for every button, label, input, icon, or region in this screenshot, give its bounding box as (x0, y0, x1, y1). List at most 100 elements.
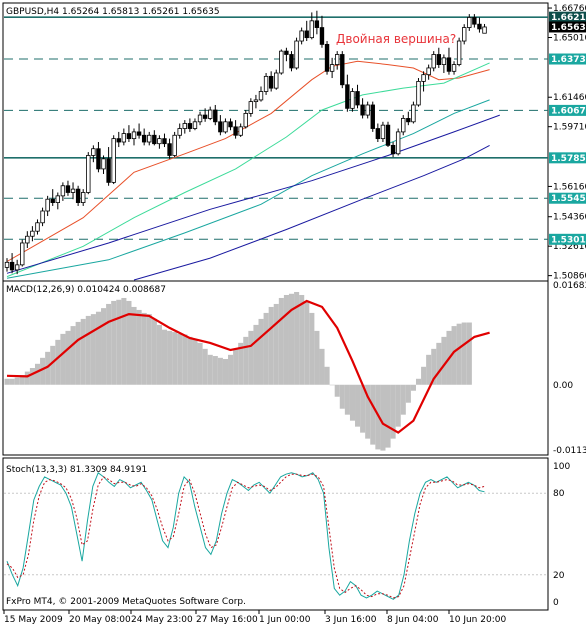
candle-body-down (152, 134, 157, 145)
candle-body-up (86, 155, 91, 193)
candle-body-up (238, 126, 243, 136)
candle (477, 17, 482, 33)
macd-bar (197, 342, 203, 385)
macd-bar (50, 345, 56, 385)
candles (4, 10, 487, 275)
macd-bar (415, 378, 422, 385)
candle-body-down (9, 261, 15, 271)
macd-bar (349, 384, 356, 421)
candle (314, 10, 320, 35)
candle-body-up (30, 230, 35, 237)
price-tick-label: 1.65010 (553, 33, 586, 43)
macd-bar (431, 348, 437, 385)
candle-body-down (228, 121, 233, 128)
candle-body-down (162, 138, 167, 145)
macd-tick-label: 0.00 (553, 381, 573, 391)
candle (279, 49, 284, 75)
candle (461, 24, 467, 45)
candle-body-up (60, 185, 66, 197)
candle-body-down (436, 54, 441, 65)
macd-bar (436, 342, 442, 385)
candle (395, 128, 401, 156)
candle-body-up (4, 261, 10, 268)
price-tag-background (549, 233, 586, 245)
candle-body-down (477, 23, 482, 30)
macd-bar (451, 326, 457, 385)
candle-body-up (207, 109, 213, 119)
macd-bar (45, 351, 51, 385)
candle (416, 78, 421, 107)
price-tag[interactable]: 1.55459 (549, 192, 586, 205)
candle (106, 147, 111, 186)
price-tag[interactable]: 1.66217 (549, 11, 586, 24)
macd-bar (187, 336, 193, 385)
price-tag[interactable]: 1.53018 (549, 233, 586, 246)
macd-bar (339, 384, 345, 409)
candle (157, 135, 162, 149)
macd-bar (456, 323, 462, 385)
price-tag[interactable]: 1.57859 (549, 152, 586, 164)
candle (441, 54, 447, 73)
stoch-tick-label: 80 (553, 489, 565, 499)
candle-body-down (304, 30, 309, 39)
candle-body-up (91, 148, 96, 156)
time-axis[interactable]: 15 May 2009 20 May 08:00 24 May 23:00 27 Ma… (3, 610, 506, 625)
candle-body-up (172, 134, 177, 156)
candle-body-up (81, 192, 86, 203)
macd-bar (355, 384, 361, 427)
time-tick-label: 10 Jun 20:00 (449, 615, 506, 625)
macd-bar (202, 348, 208, 385)
candle-body-down (218, 121, 223, 133)
stoch-panel[interactable]: Stoch(13,3,3) 81.3309 84.9191 FxPro MT4,… (2, 457, 549, 611)
candle (111, 135, 116, 185)
macd-bar (192, 339, 198, 385)
candle (4, 258, 10, 272)
candle-body-down (406, 118, 411, 123)
macd-panel[interactable]: MACD(12,26,9) 0.010424 0.008687 (2, 280, 549, 456)
macd-bar (360, 384, 366, 433)
macd-bar (19, 375, 25, 385)
candle-body-up (421, 74, 426, 82)
candle-body-down (268, 75, 274, 89)
price-tick-label: 1.50860 (553, 272, 586, 282)
price-panel[interactable]: GBPUSD,H4 1.65264 1.65813 1.65261 1.6563… (2, 2, 549, 282)
macd-bar (90, 314, 96, 385)
candle (55, 192, 60, 210)
price-tag-background (549, 192, 586, 204)
candle (60, 182, 66, 201)
candle (9, 253, 15, 274)
macd-bar (278, 297, 284, 385)
macd-bar (80, 318, 86, 385)
candle (482, 23, 487, 34)
annotation-double-top[interactable]: Двойная вершина? (336, 32, 456, 46)
macd-bar (228, 354, 234, 385)
candle-body-up (20, 242, 25, 266)
macd-bar (177, 333, 183, 385)
candle-body-up (121, 133, 127, 143)
candle (406, 111, 411, 126)
candle (86, 152, 91, 195)
candle (299, 27, 304, 45)
candle-body-up (182, 123, 187, 129)
macd-bar (95, 311, 102, 385)
candle (121, 128, 127, 146)
price-tag-text: 1.60678 (551, 106, 586, 116)
candle (218, 115, 223, 136)
price-tag[interactable]: 1.65635 (549, 21, 586, 33)
macd-bar (258, 318, 264, 385)
price-scale[interactable]: 1.66760 1.65010 1.61460 1.59710 1.56160 1.543… (548, 4, 586, 608)
candle-body-up (365, 104, 370, 116)
macd-bar (294, 291, 300, 385)
macd-bar (14, 377, 20, 385)
candle-body-up (411, 104, 416, 123)
candle (207, 106, 213, 121)
candle (45, 195, 50, 217)
candle (294, 37, 299, 70)
macd-bar (85, 315, 91, 385)
price-tag[interactable]: 1.60678 (549, 104, 586, 117)
candle (340, 51, 345, 89)
macd-bar (466, 322, 472, 385)
price-tag-text: 1.55459 (551, 194, 586, 204)
candle-body-down (472, 17, 477, 25)
